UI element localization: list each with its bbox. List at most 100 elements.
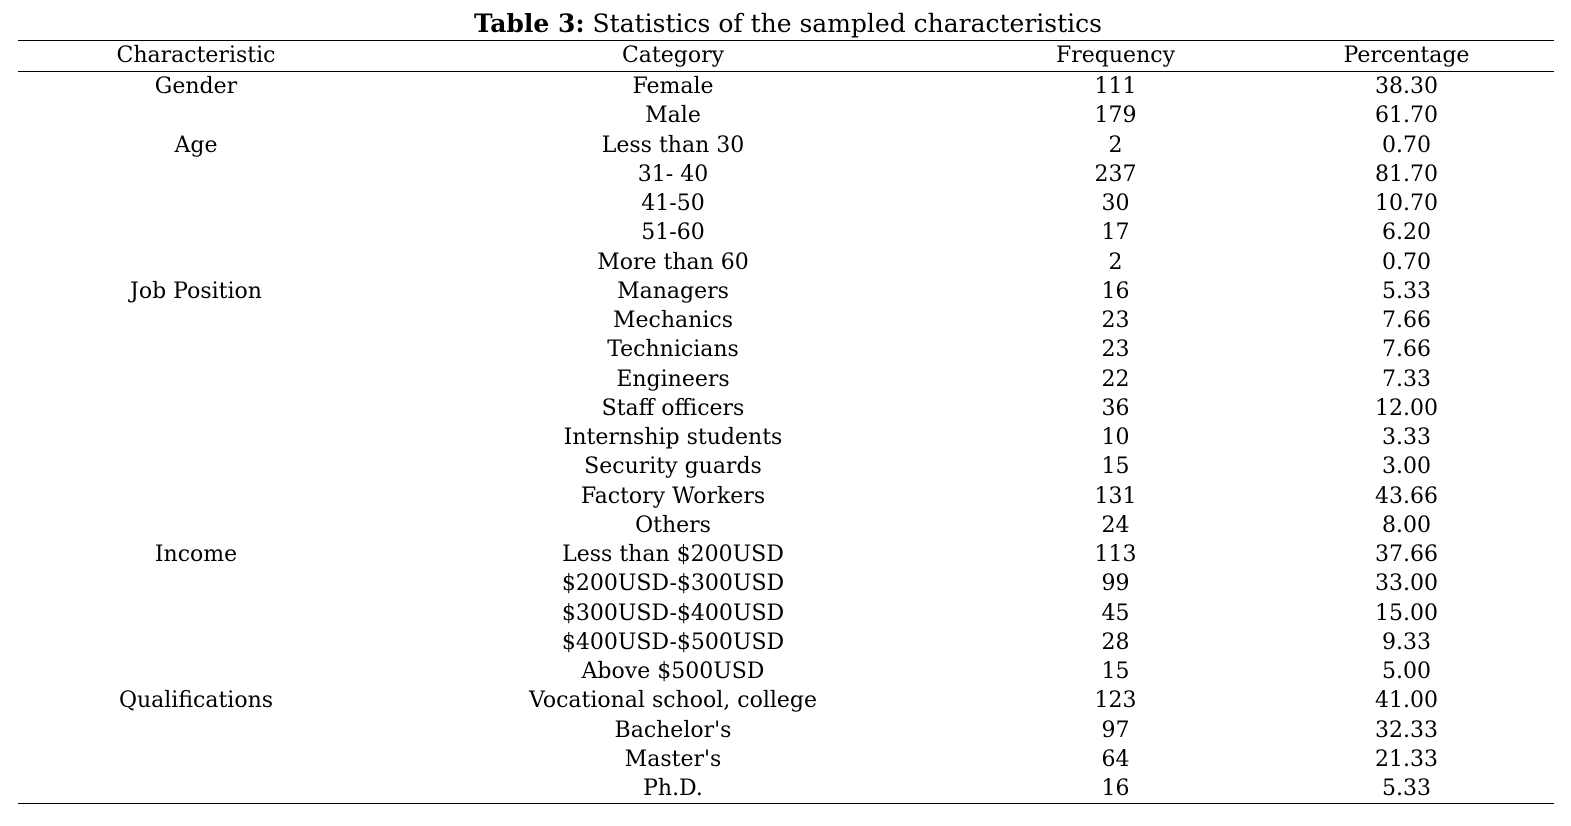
- table-row: Mechanics 23 7.66: [18, 306, 1554, 335]
- cell-category: Security guards: [584, 454, 762, 480]
- cell-category: Staff officers: [601, 395, 745, 421]
- cell-category: $300USD-$400USD: [561, 600, 785, 626]
- cell-frequency: 131: [1094, 483, 1137, 509]
- statistics-table: Characteristic Category Frequency Percen…: [18, 40, 1554, 805]
- header-percentage: Percentage: [1259, 40, 1554, 72]
- table-row: Male 179 61.70: [18, 101, 1554, 130]
- table-caption-text: Statistics of the sampled characteristic…: [584, 9, 1103, 38]
- cell-frequency: 179: [1094, 103, 1137, 129]
- table-body: Gender Female 111 38.30 Male 179 61.70 Age Less …: [18, 72, 1554, 805]
- table-row: Bachelor's 97 32.33: [18, 716, 1554, 745]
- cell-category: Vocational school, college: [528, 688, 818, 714]
- cell-percentage: 5.33: [1259, 774, 1554, 805]
- cell-frequency: 2: [1108, 249, 1123, 275]
- cell-category: Others: [635, 512, 711, 538]
- cell-category: Mechanics: [613, 308, 733, 334]
- table-caption-label: Table 3:: [473, 9, 585, 38]
- cell-characteristic: [18, 745, 374, 774]
- cell-category: 41-50: [641, 191, 705, 217]
- cell-characteristic: [18, 599, 374, 628]
- cell-characteristic: Qualifications: [118, 688, 274, 714]
- cell-characteristic: [18, 716, 374, 745]
- cell-percentage: 43.66: [1375, 483, 1438, 509]
- cell-characteristic: [18, 511, 374, 540]
- cell-category: Female: [632, 74, 714, 100]
- cell-characteristic: Age: [174, 132, 218, 158]
- cell-frequency: 113: [1094, 542, 1137, 568]
- cell-percentage: 12.00: [1375, 395, 1438, 421]
- cell-percentage: 32.33: [1375, 717, 1438, 743]
- cell-percentage: 41.00: [1375, 688, 1438, 714]
- cell-percentage: 10.70: [1375, 191, 1438, 217]
- table-row: Job Position Managers 16 5.33: [18, 277, 1554, 306]
- cell-percentage: 7.66: [1382, 337, 1431, 363]
- table-row: Factory Workers 131 43.66: [18, 482, 1554, 511]
- cell-category: 31- 40: [637, 161, 709, 187]
- cell-frequency: 28: [1101, 629, 1130, 655]
- cell-percentage: 61.70: [1375, 103, 1438, 129]
- cell-category: Less than 30: [601, 132, 745, 158]
- cell-percentage: 21.33: [1375, 746, 1438, 772]
- table-row: Technicians 23 7.66: [18, 335, 1554, 364]
- cell-frequency: 97: [1101, 717, 1130, 743]
- cell-characteristic: [18, 365, 374, 394]
- cell-characteristic: Gender: [154, 74, 238, 100]
- cell-category: Above $500USD: [581, 659, 765, 685]
- cell-category: Male: [645, 103, 701, 129]
- header-row: Characteristic Category Frequency Percen…: [18, 40, 1554, 72]
- cell-characteristic: [18, 657, 374, 686]
- cell-frequency: 16: [972, 774, 1259, 805]
- cell-characteristic: Job Position: [130, 278, 262, 304]
- cell-category: Internship students: [563, 425, 783, 451]
- cell-characteristic: [18, 423, 374, 452]
- cell-category: Ph.D.: [374, 774, 972, 805]
- cell-percentage: 0.70: [1382, 132, 1431, 158]
- cell-percentage: 5.00: [1382, 659, 1431, 685]
- cell-percentage: 3.33: [1382, 425, 1431, 451]
- cell-percentage: 5.33: [1382, 278, 1431, 304]
- table-row: 31- 40 237 81.70: [18, 160, 1554, 189]
- cell-frequency: 24: [1101, 512, 1130, 538]
- table-row: Internship students 10 3.33: [18, 423, 1554, 452]
- cell-percentage: 38.30: [1375, 74, 1438, 100]
- table-row: Qualifications Vocational school, college…: [18, 686, 1554, 715]
- cell-percentage: 15.00: [1375, 600, 1438, 626]
- table-row: Ph.D. 16 5.33: [18, 774, 1554, 805]
- table-row: Age Less than 30 2 0.70: [18, 131, 1554, 160]
- cell-characteristic: [18, 628, 374, 657]
- table-row: $300USD-$400USD 45 15.00: [18, 599, 1554, 628]
- cell-frequency: 15: [1101, 454, 1130, 480]
- cell-characteristic: [18, 569, 374, 598]
- table-row: Security guards 15 3.00: [18, 452, 1554, 481]
- cell-frequency: 16: [1101, 278, 1130, 304]
- cell-percentage: 3.00: [1382, 454, 1431, 480]
- cell-category: 51-60: [641, 220, 705, 246]
- cell-frequency: 237: [1094, 161, 1137, 187]
- cell-percentage: 8.00: [1382, 512, 1431, 538]
- cell-frequency: 30: [1101, 191, 1130, 217]
- table-row: Above $500USD 15 5.00: [18, 657, 1554, 686]
- cell-characteristic: [18, 189, 374, 218]
- table-row: 41-50 30 10.70: [18, 189, 1554, 218]
- table-row: More than 60 2 0.70: [18, 248, 1554, 277]
- cell-category: Technicians: [607, 337, 739, 363]
- cell-percentage: 0.70: [1382, 249, 1431, 275]
- cell-characteristic: [18, 452, 374, 481]
- table-caption: Table 3: Statistics of the sampled chara…: [0, 6, 1571, 42]
- cell-percentage: 9.33: [1382, 629, 1431, 655]
- cell-characteristic: [18, 774, 374, 805]
- cell-frequency: 64: [1101, 746, 1130, 772]
- cell-percentage: 37.66: [1375, 542, 1438, 568]
- cell-category: $200USD-$300USD: [561, 571, 785, 597]
- cell-category: $400USD-$500USD: [561, 629, 785, 655]
- cell-category: Bachelor's: [614, 717, 732, 743]
- cell-characteristic: [18, 394, 374, 423]
- cell-frequency: 10: [1101, 425, 1130, 451]
- table-header: Characteristic Category Frequency Percen…: [18, 40, 1554, 72]
- cell-frequency: 2: [1108, 132, 1123, 158]
- cell-characteristic: [18, 248, 374, 277]
- cell-frequency: 111: [1094, 74, 1137, 100]
- header-frequency: Frequency: [972, 40, 1259, 72]
- cell-frequency: 17: [1101, 220, 1130, 246]
- cell-frequency: 36: [1101, 395, 1130, 421]
